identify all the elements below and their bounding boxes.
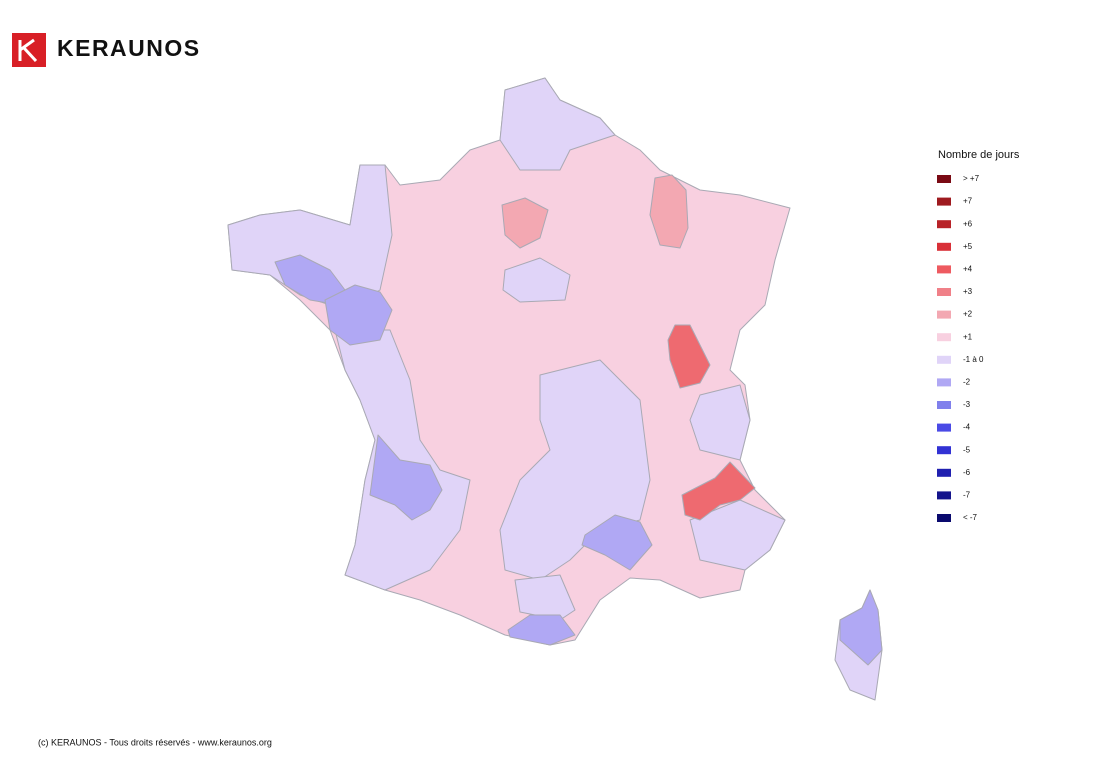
region (689, 384, 751, 461)
brand-name: KERAUNOS (57, 35, 201, 61)
legend-title: Nombre de jours (938, 149, 1020, 161)
legend-label: +7 (963, 197, 973, 206)
legend-swatch (937, 423, 951, 432)
logo-k (18, 38, 38, 63)
legend-swatch (937, 288, 951, 296)
legend-label: -5 (963, 445, 971, 454)
logo: KERAUNOS (12, 33, 201, 67)
legend-label: +1 (963, 332, 973, 341)
legend: Nombre de jours > +7 +7 +6 +5 +4 +3 +2 +1 -1 à 0… (937, 149, 1020, 522)
legend-label: +2 (963, 310, 973, 319)
legend-label: -6 (963, 468, 971, 477)
region (507, 614, 576, 646)
legend-label: +5 (963, 242, 973, 251)
legend-swatch (937, 401, 951, 409)
legend-label: +6 (963, 219, 973, 228)
legend-swatch (937, 446, 951, 455)
legend-label: < -7 (963, 513, 978, 522)
footer-text: (c) KERAUNOS - Tous droits réservés - ww… (38, 737, 272, 747)
legend-swatch (937, 242, 951, 251)
region (227, 164, 393, 311)
region (369, 434, 443, 521)
legend-swatch (937, 468, 951, 477)
legend-label: -4 (963, 423, 971, 432)
legend-swatch (937, 491, 951, 500)
region (839, 589, 883, 666)
legend-label: -2 (963, 378, 971, 387)
france-map (227, 77, 883, 701)
region (324, 284, 393, 346)
logo-mark (12, 33, 46, 67)
region (502, 257, 571, 303)
legend-swatch (937, 514, 951, 522)
legend-swatch (937, 197, 951, 206)
legend-label: > +7 (963, 174, 980, 183)
legend-label: -3 (963, 400, 971, 409)
region (499, 77, 616, 171)
legend-swatch (937, 355, 951, 364)
legend-swatch (937, 333, 951, 342)
region (581, 514, 653, 571)
legend-label: -1 à 0 (963, 355, 984, 364)
region (667, 324, 711, 389)
legend-swatch (937, 265, 951, 274)
legend-swatch (937, 378, 951, 387)
legend-swatch (937, 310, 951, 319)
region (514, 574, 576, 621)
region (501, 197, 549, 249)
legend-label: +3 (963, 287, 973, 296)
legend-label: -7 (963, 491, 971, 500)
region (681, 461, 756, 521)
legend-swatch (937, 220, 951, 229)
legend-swatch (937, 175, 951, 183)
region (649, 174, 689, 249)
legend-label: +4 (963, 265, 973, 274)
